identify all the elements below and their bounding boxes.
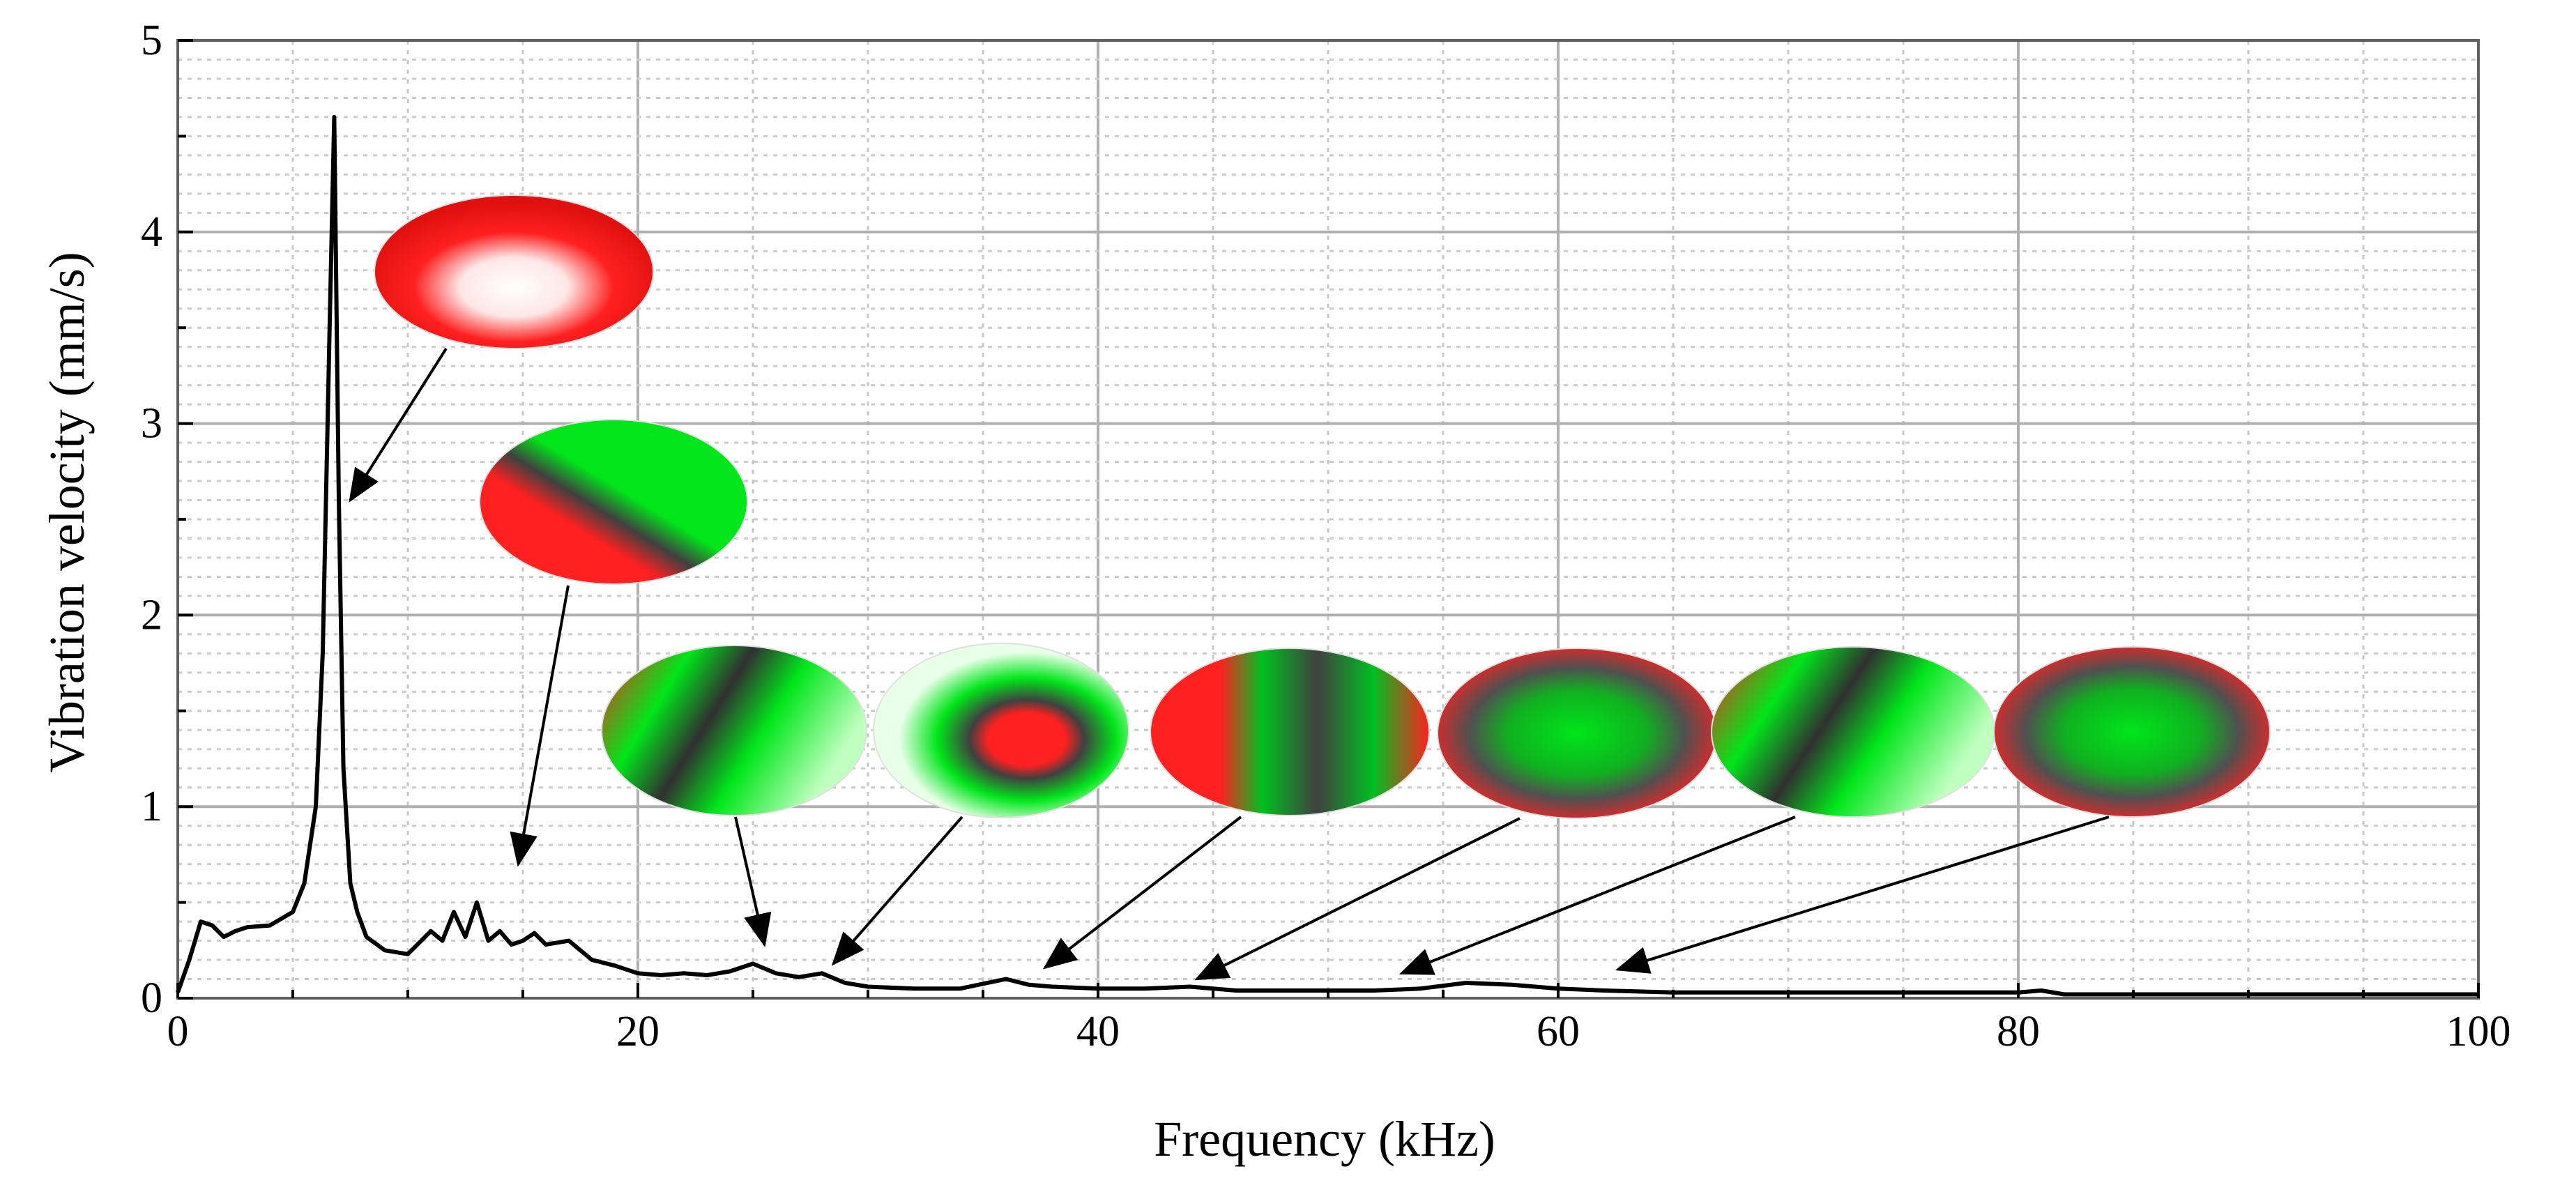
y-tick-label: 1: [141, 783, 162, 830]
data-series: [176, 114, 2478, 997]
y-tick-label: 4: [141, 208, 162, 256]
mode-shape-5-icon: [1150, 648, 1430, 816]
annotation-arrow: [510, 585, 570, 867]
axes: [176, 39, 2480, 1000]
annotation-arrow: [1042, 816, 1242, 970]
x-tick-label: 40: [1076, 1008, 1120, 1055]
y-tick-label: 3: [141, 400, 162, 448]
annotation-arrow: [1398, 816, 1796, 975]
x-tick-label: 0: [167, 1008, 189, 1055]
x-tick-label: 80: [1997, 1008, 2040, 1055]
mode-shape-3-icon: [601, 645, 867, 816]
mode-shape-7-icon: [1711, 646, 1995, 818]
annotation-arrow: [1615, 816, 2110, 974]
mode-shape-6-icon: [1437, 648, 1717, 819]
annotation-arrow: [1194, 817, 1521, 981]
mode-shape-4-icon: [873, 643, 1129, 818]
annotation-arrow: [831, 816, 963, 966]
y-tick-label: 5: [141, 17, 162, 64]
mode-shape-insets: [374, 194, 2271, 819]
series-line-1: [176, 114, 2478, 997]
x-tick-label: 100: [2446, 1008, 2511, 1055]
mode-shape-2-icon: [479, 419, 748, 585]
x-tick-label: 60: [1537, 1008, 1580, 1055]
tick-labels: 0 20 40 60 80 100 0 1 2 3 4 5: [141, 17, 2511, 1055]
x-axis-title: Frequency (kHz): [1154, 1111, 1495, 1167]
mode-shape-8-icon: [1993, 646, 2271, 818]
mode-shape-fundamental-icon: [374, 194, 654, 349]
annotation-arrow: [349, 347, 448, 503]
y-axis-title: Vibration velocity (mm/s): [39, 252, 95, 773]
annotation-arrows: [349, 347, 2110, 981]
y-tick-label: 2: [141, 591, 162, 639]
annotation-arrow: [734, 816, 772, 947]
x-tick-label: 20: [616, 1008, 660, 1055]
y-tick-label: 0: [141, 974, 162, 1022]
